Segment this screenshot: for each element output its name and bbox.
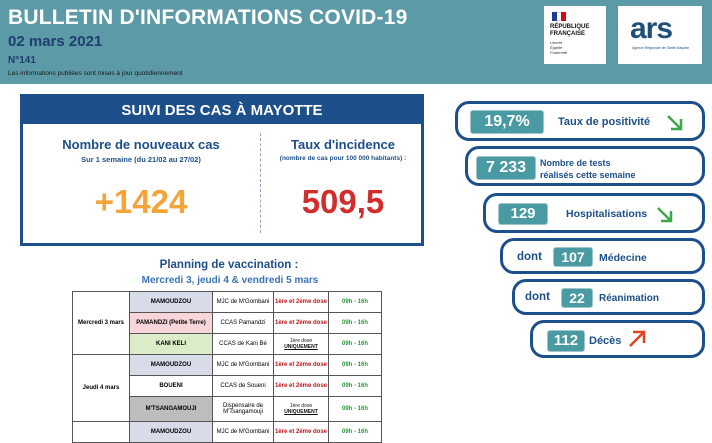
planning-title: Planning de vaccination : [159,259,299,271]
reanimation-value: 22 [561,288,593,308]
suivi-cas-panel: SUIVI DES CAS À MAYOTTE Nombre de nouvea… [20,94,424,246]
trend-down-icon [667,115,683,131]
new-cases-value: +1424 [94,183,188,220]
tests-value: 7 233 [476,156,536,180]
dose-cell: 1ère dose UNIQUEMENT [273,396,329,422]
trend-down-icon [657,207,673,223]
place-cell: MAMOUDZOU [129,421,213,443]
hours-cell: 09h - 16h [328,354,382,376]
hours-cell: 09h - 16h [328,291,382,313]
hospitalisations-stat: 129 Hospitalisations [483,193,705,233]
incidence-label: Taux d'incidence [291,137,395,152]
hospitalisations-value: 129 [498,203,548,225]
positivity-label: Taux de positivité [558,116,651,128]
table-row: PAMANDZI (Petite Terre) CCAS Pamandzi 1è… [73,312,382,334]
place-cell: M'TSANGAMOUJI [129,396,213,422]
new-cases-label: Nombre de nouveaux cas [62,137,220,152]
medecine-label: Médecine [599,252,647,264]
table-row: MAMOUDZOU MJC de M'Gombani 1ère et 2ème … [72,421,382,443]
medecine-prefix: dont [517,251,542,263]
day-cell [72,421,130,443]
hours-cell: 09h - 16h [328,312,382,334]
reanimation-prefix: dont [525,291,550,303]
republique-francaise-logo: RÉPUBLIQUE FRANÇAISE Liberté Égalité Fra… [544,6,606,64]
day-cell: Mercredi 3 mars [72,291,130,355]
dose-cell: 1ère et 2ème dose [273,312,329,334]
hours-cell: 09h - 16h [328,375,382,397]
positivity-value: 19,7% [470,110,544,134]
positivity-stat: 19,7% Taux de positivité [455,101,705,141]
bulletin-date: 02 mars 2021 [8,33,103,50]
dose-cell: 1ère et 2ème dose [273,421,329,443]
dose-cell: 1ère dose UNIQUEMENT [273,333,329,355]
update-note: Les informations publiées sont mises à j… [8,70,183,77]
dose-cell: 1ère et 2ème dose [273,291,329,313]
hours-cell: 09h - 16h [328,333,382,355]
incidence-value: 509,5 [301,183,385,220]
location-cell: MJC de M'Gombani [212,421,274,443]
hospitalisations-label: Hospitalisations [566,208,648,220]
medecine-stat: dont 107 Médecine [500,238,705,274]
planning-dates: Mercredi 3, jeudi 4 & vendredi 5 mars [141,275,319,286]
location-cell: CCAS de Soueni [212,375,274,397]
location-cell: CCAS Pamandzi [212,312,274,334]
dose-cell: 1ère et 2ème dose [273,375,329,397]
table-row: M'TSANGAMOUJI Dispensaire de M'Tsangamou… [73,396,382,422]
place-cell: KANI KELI [129,333,213,355]
table-row: Mercredi 3 mars MAMOUDZOU MJC de M'Gomba… [72,291,382,355]
trend-up-icon [629,330,646,347]
hours-cell: 09h - 16h [328,421,382,443]
tests-label: Nombre de tests réalisés cette semaine [540,158,636,180]
table-row: BOUENI CCAS de Soueni 1ère et 2ème dose … [73,375,382,397]
reanimation-label: Réanimation [599,293,660,304]
place-cell: MAMOUDZOU [129,354,213,376]
ars-subtitle: Agence Régionale de Santé Mayotte [632,46,690,50]
reanimation-stat: dont 22 Réanimation [512,279,705,315]
header-banner: BULLETIN D'INFORMATIONS COVID-19 02 mars… [0,0,712,84]
location-cell: MJC de M'Gombani [212,291,274,313]
new-cases-period: Sur 1 semaine (du 21/02 au 27/02) [81,155,201,164]
hours-cell: 09h - 16h [328,396,382,422]
place-cell: MAMOUDZOU [129,291,213,313]
panel-divider [260,133,262,233]
tests-stat: 7 233 Nombre de tests réalisés cette sem… [465,146,705,186]
day-cell: Jeudi 4 mars [72,354,130,422]
medecine-value: 107 [553,247,593,267]
incidence-subtitle: (nombre de cas pour 100 000 habitants) : [279,155,407,162]
deces-label: Décès [589,335,622,347]
deces-value: 112 [547,330,585,352]
bulletin-number: N°141 [8,55,36,66]
location-cell: MJC de M'Gombani [212,354,274,376]
vaccination-table: Mercredi 3 mars MAMOUDZOU MJC de M'Gomba… [72,291,382,443]
table-row: Jeudi 4 mars MAMOUDZOU MJC de M'Gombani … [72,354,382,422]
marianne-flag-icon [552,12,567,21]
place-cell: PAMANDZI (Petite Terre) [129,312,213,334]
location-cell: Dispensaire de M'Tsangamouji [212,396,274,422]
place-cell: BOUENI [129,375,213,397]
deces-stat: 112 Décès [530,320,705,358]
dose-cell: 1ère et 2ème dose [273,354,329,376]
ars-logo: ars Agence Régionale de Santé Mayotte [618,6,702,64]
location-cell: CCAS de Kani Bé [212,333,274,355]
ars-wordmark: ars [630,12,673,45]
bulletin-title: BULLETIN D'INFORMATIONS COVID-19 [8,6,408,29]
panel-title: SUIVI DES CAS À MAYOTTE [23,97,421,124]
